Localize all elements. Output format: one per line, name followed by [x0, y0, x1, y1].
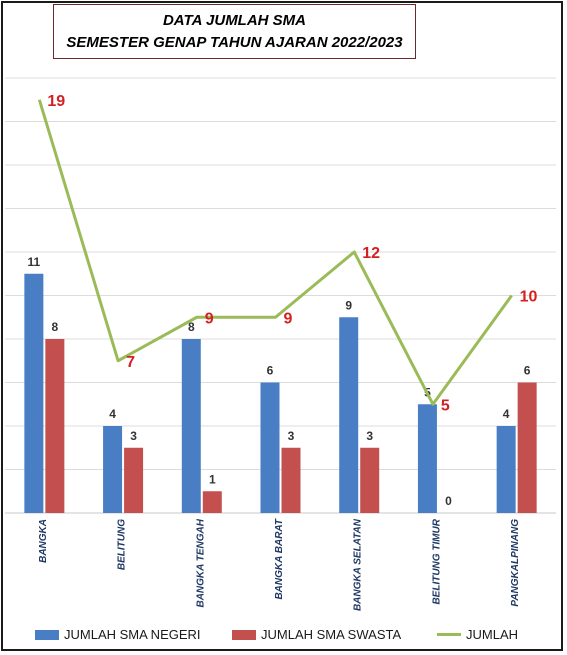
bar-negeri [103, 426, 123, 513]
legend-item-negeri: JUMLAH SMA NEGERI [35, 627, 201, 642]
chart-title-box: DATA JUMLAH SMA SEMESTER GENAP TAHUN AJA… [53, 4, 416, 59]
data-label-negeri: 11 [28, 255, 41, 269]
bar-negeri [260, 382, 280, 513]
data-label-jumlah: 7 [126, 354, 135, 371]
data-label-jumlah: 9 [205, 310, 214, 327]
category-label: BANGKA BARAT [274, 518, 285, 599]
bar-negeri [496, 426, 516, 513]
data-label-swasta: 3 [366, 429, 373, 443]
category-label: BANGKA [38, 519, 49, 563]
bar-swasta [124, 447, 144, 513]
legend-label-jumlah: JUMLAH [466, 627, 519, 642]
legend-swatch-negeri [35, 629, 59, 640]
legend-item-jumlah: JUMLAH [437, 627, 518, 642]
data-label-negeri: 8 [188, 320, 195, 334]
bar-negeri [24, 273, 44, 513]
category-label: BANGKA SELATAN [353, 518, 364, 611]
data-label-swasta: 3 [130, 429, 137, 443]
data-label-swasta: 6 [524, 364, 531, 378]
legend-label-negeri: JUMLAH SMA NEGERI [64, 627, 201, 642]
data-label-negeri: 4 [109, 407, 116, 421]
data-label-swasta: 3 [288, 429, 295, 443]
legend-label-swasta: JUMLAH SMA SWASTA [261, 627, 402, 642]
category-label: BANGKA TENGAH [195, 518, 206, 607]
data-label-jumlah: 5 [441, 397, 450, 414]
data-label-swasta: 8 [52, 320, 59, 334]
data-label-negeri: 9 [345, 298, 352, 312]
bar-swasta [45, 339, 65, 513]
legend-swatch-swasta [232, 629, 256, 640]
category-label: BELITUNG TIMUR [431, 518, 442, 604]
data-label-jumlah: 19 [47, 93, 65, 110]
data-label-jumlah: 9 [284, 310, 293, 327]
data-label-jumlah: 10 [520, 289, 538, 306]
bar-negeri [339, 317, 359, 513]
data-label-swasta: 1 [209, 472, 216, 486]
data-label-negeri: 4 [503, 407, 510, 421]
category-label: BELITUNG [117, 519, 128, 570]
data-label-swasta: 0 [445, 494, 452, 508]
bar-swasta [517, 382, 537, 513]
bar-negeri [181, 339, 201, 513]
bar-swasta [360, 447, 380, 513]
bar-swasta [281, 447, 301, 513]
category-label: PANGKALPINANG [510, 519, 521, 607]
bar-swasta [202, 491, 222, 513]
line-jumlah [37, 99, 513, 406]
data-label-jumlah: 12 [362, 245, 380, 262]
legend-item-swasta: JUMLAH SMA SWASTA [232, 627, 401, 642]
chart-title-line2: SEMESTER GENAP TAHUN AJARAN 2022/2023 [66, 34, 403, 51]
legend-swatch-jumlah [437, 633, 461, 636]
data-label-negeri: 6 [267, 364, 274, 378]
bar-negeri [417, 404, 437, 513]
chart-title-line1: DATA JUMLAH SMA [162, 12, 307, 29]
